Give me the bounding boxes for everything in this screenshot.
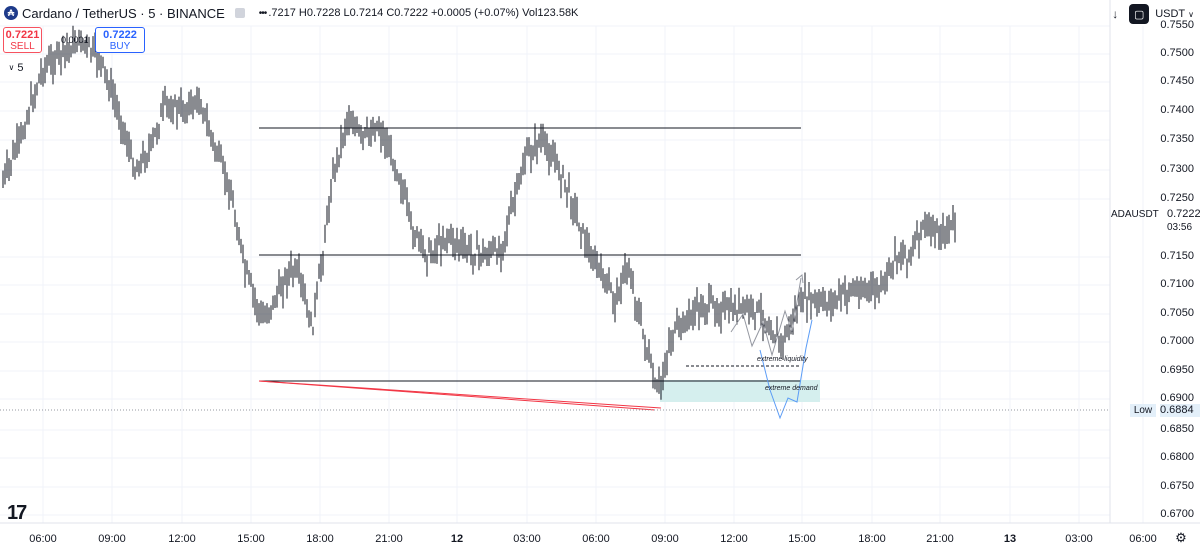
legend-bar: ₳ Cardano / TetherUS · 5 · BINANCE ••• .… (0, 0, 1110, 26)
time-tick-label: 18:00 (306, 533, 334, 545)
price-tick-label: 0.7300 (1160, 163, 1194, 175)
interval-value: 5 (17, 62, 24, 74)
tradingview-logo[interactable]: 17 (7, 502, 27, 524)
projection-up[interactable] (730, 277, 802, 357)
projection-down[interactable] (759, 319, 813, 420)
time-tick-label: 12:00 (168, 533, 196, 545)
currency-select[interactable]: USDT ∨ (1155, 8, 1194, 20)
price-tick-label: 0.7350 (1160, 133, 1194, 145)
buy-price: 0.7222 (103, 29, 137, 41)
current-symbol-label: ADAUSDT (1111, 209, 1159, 220)
buy-label: BUY (109, 41, 131, 52)
price-tick-label: 0.7450 (1160, 75, 1194, 87)
price-tick-label: 0.7550 (1160, 19, 1194, 31)
extreme-demand-zone[interactable] (660, 380, 820, 402)
extreme-liquidity-label[interactable]: extreme liquidity (757, 356, 808, 363)
price-tick-label: 0.6850 (1160, 423, 1194, 435)
spread-value: 0.0001 (61, 35, 89, 45)
more-icon[interactable]: ••• (258, 7, 267, 19)
trendline-lower[interactable] (258, 380, 656, 411)
currency-label: USDT (1155, 8, 1186, 20)
low-tag: Low (1130, 404, 1156, 417)
price-tick-label: 0.7250 (1160, 192, 1194, 204)
eye-icon[interactable] (234, 8, 245, 18)
price-tick-label: 0.6750 (1160, 480, 1194, 492)
time-tick-label: 15:00 (237, 533, 265, 545)
time-tick-label: 06:00 (29, 533, 57, 545)
price-tick-label: 0.7000 (1160, 335, 1194, 347)
time-tick-label: 21:00 (926, 533, 954, 545)
time-tick-label: 15:00 (788, 533, 816, 545)
time-tick-label: 03:00 (513, 533, 541, 545)
price-tick-label: 0.7500 (1160, 47, 1194, 59)
fullscreen-icon[interactable]: ▢ (1129, 4, 1150, 24)
gear-icon[interactable]: ⚙ (1175, 530, 1187, 545)
time-tick-label: 21:00 (375, 533, 403, 545)
price-tick-label: 0.7050 (1160, 307, 1194, 319)
price-tick-label: 0.7150 (1160, 250, 1194, 262)
price-tick-label: 0.6950 (1160, 364, 1194, 376)
price-tick-label: 0.6800 (1160, 451, 1194, 463)
bar-countdown: 03:56 (1167, 222, 1193, 233)
time-tick-label: 06:00 (582, 533, 610, 545)
price-tick-label: 0.7400 (1160, 104, 1194, 116)
chevron-down-icon: ∨ (8, 63, 15, 72)
chevron-down-icon: ∨ (1188, 9, 1194, 19)
download-icon[interactable]: ↓ (1112, 7, 1119, 21)
ohlc-values: .7217 H0.7228 L0.7214 C0.7222 +0.0005 (+… (268, 7, 579, 19)
buy-button[interactable]: 0.7222 BUY (95, 27, 145, 53)
extreme-demand-label[interactable]: extreme demand (765, 385, 818, 392)
cardano-logo-icon[interactable]: ₳ (4, 6, 18, 20)
price-tick-label: 0.6900 (1160, 392, 1194, 404)
cardano-glyph: ₳ (7, 8, 15, 18)
interval-collapse-button[interactable]: ∨ 5 (3, 60, 29, 76)
projection-up-arrow (795, 274, 804, 284)
sell-button[interactable]: 0.7221 SELL (3, 27, 42, 53)
time-tick-label: 06:00 (1129, 533, 1157, 545)
time-tick-label: 12:00 (720, 533, 748, 545)
symbol-title[interactable]: Cardano / TetherUS · 5 · BINANCE (22, 5, 225, 21)
time-tick-label: 18:00 (858, 533, 886, 545)
current-price-label: 0.7222 (1167, 208, 1200, 220)
chart-toolbar: ↓ ▢ USDT ∨ (1105, 3, 1200, 25)
price-tick-label: 0.6700 (1160, 508, 1194, 520)
sell-label: SELL (10, 41, 35, 52)
time-tick-label: 12 (450, 533, 464, 545)
sell-price: 0.7221 (5, 29, 40, 41)
time-tick-label: 09:00 (98, 533, 126, 545)
time-tick-label: 03:00 (1065, 533, 1093, 545)
time-tick-label: 13 (1003, 533, 1017, 545)
low-value: 0.6884 (1160, 404, 1200, 417)
price-tick-label: 0.7100 (1160, 278, 1194, 290)
time-tick-label: 09:00 (651, 533, 679, 545)
